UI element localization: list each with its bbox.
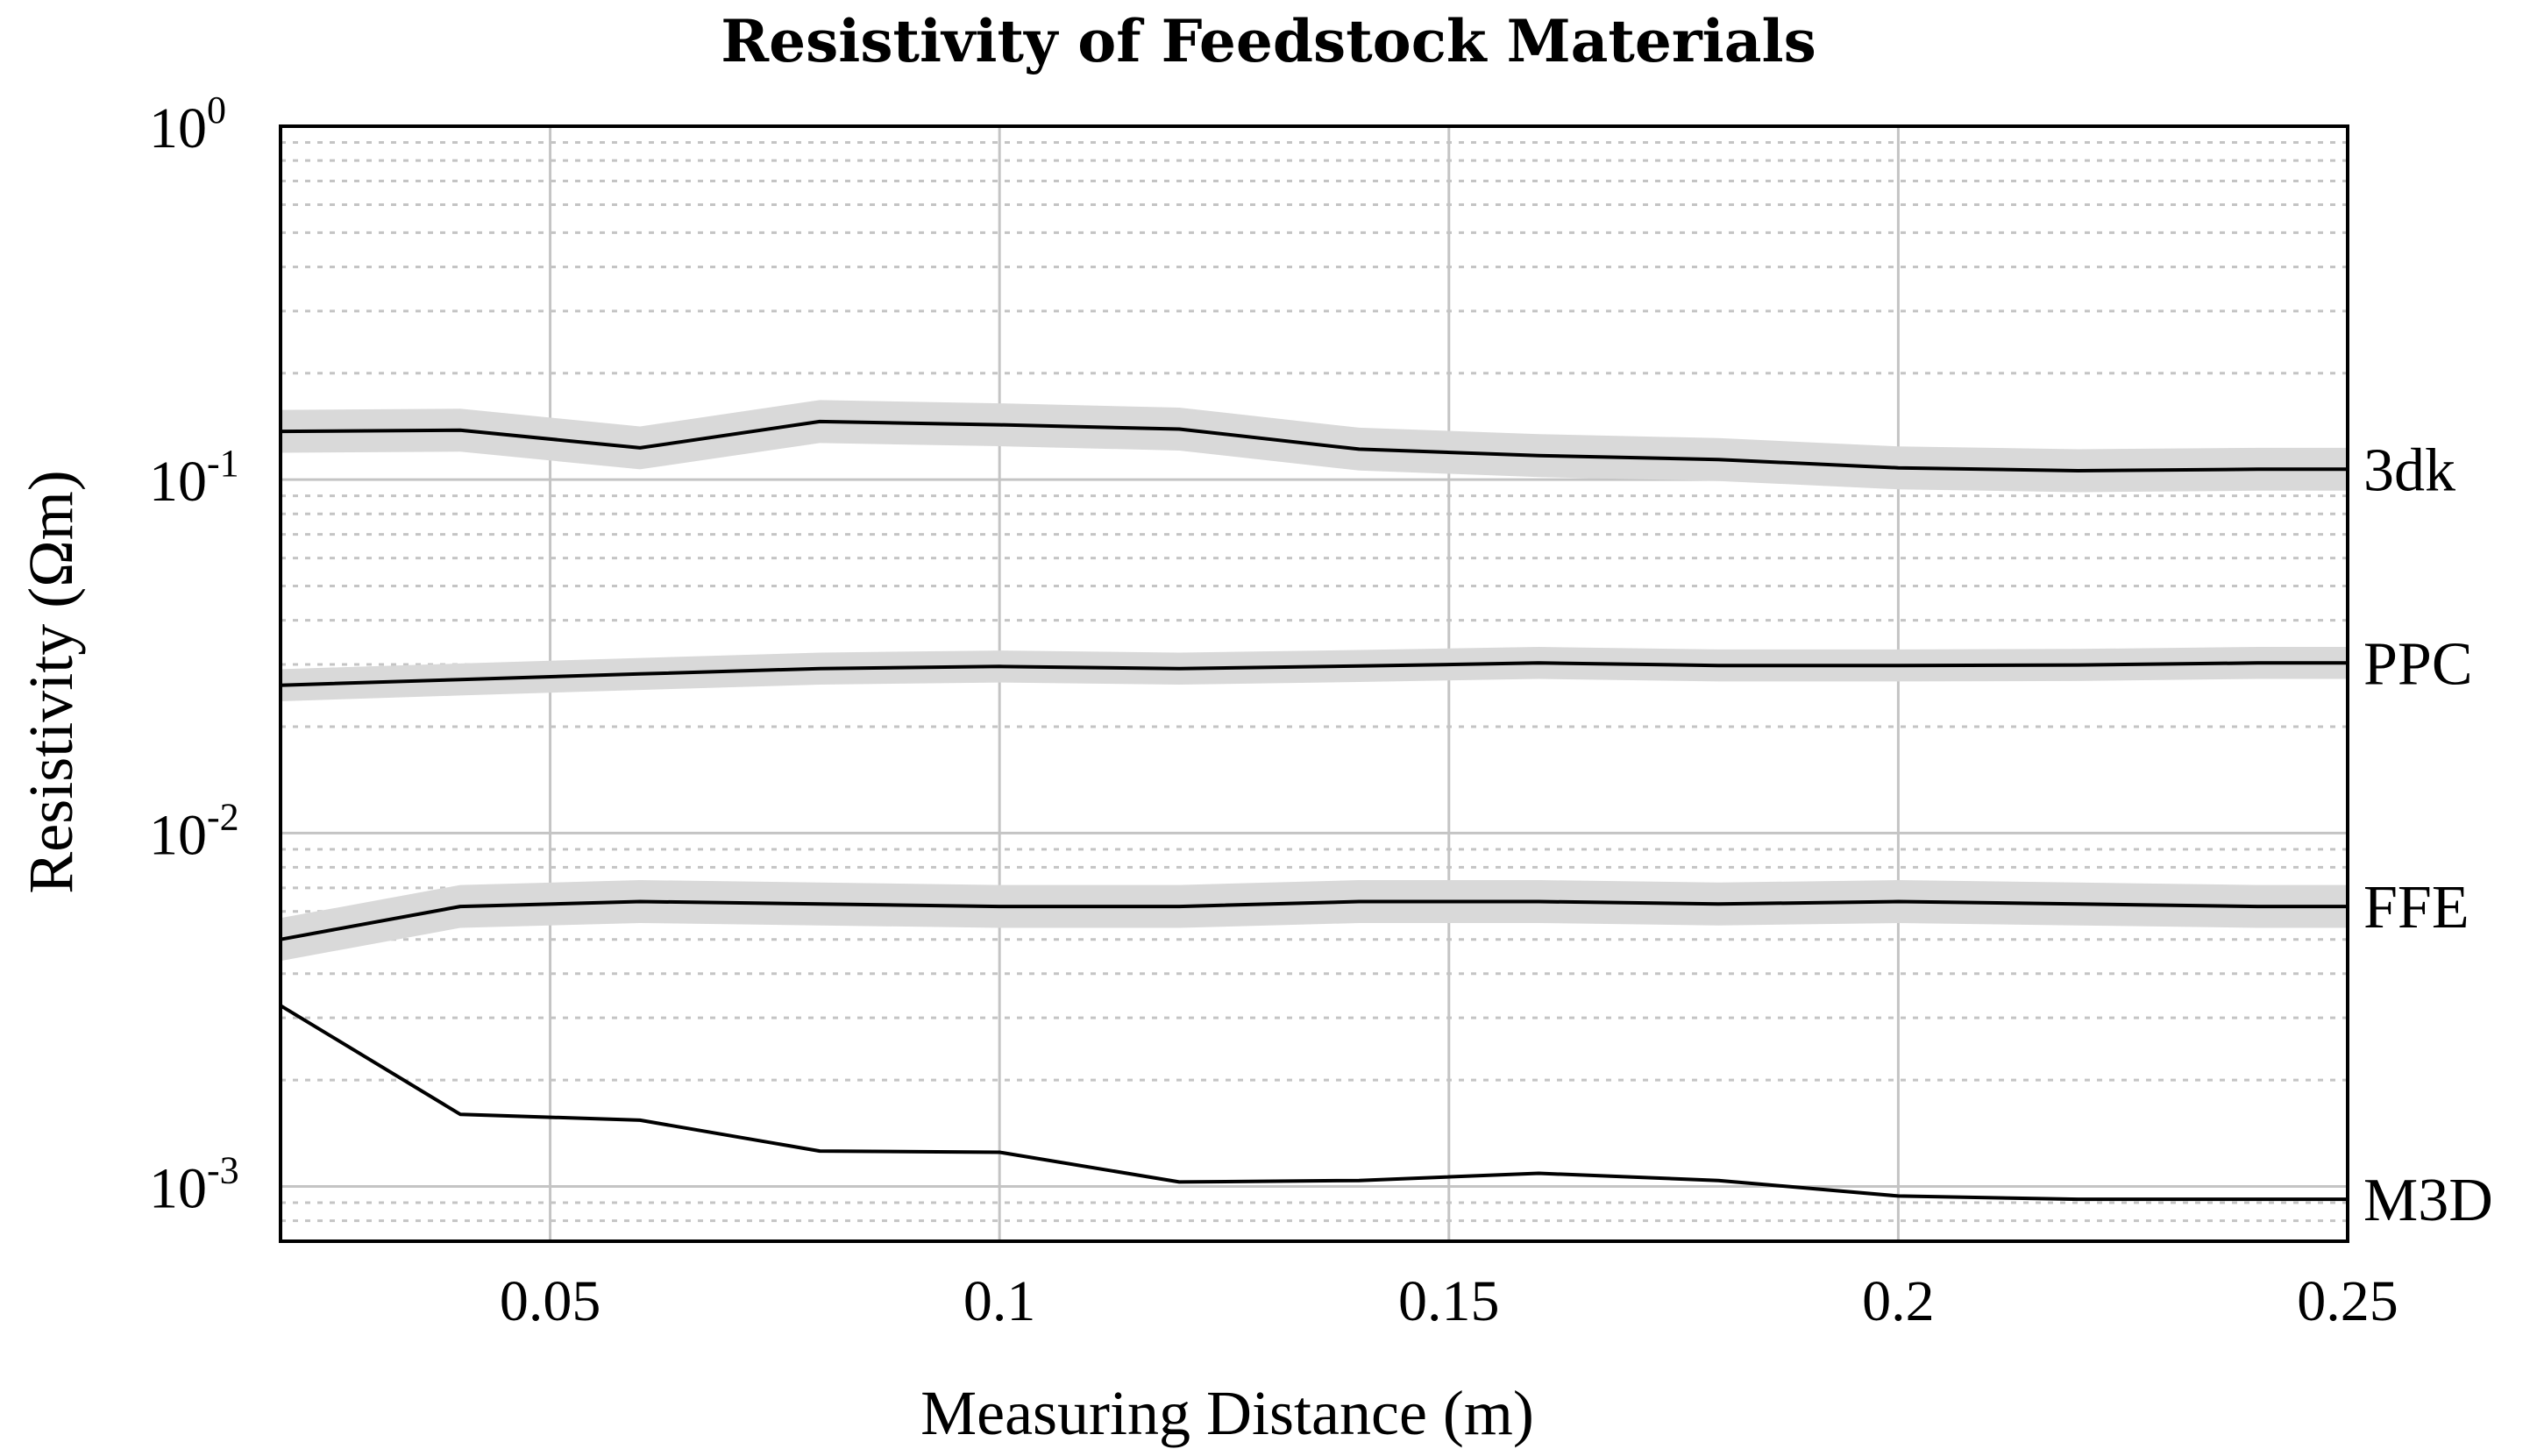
x-tick-label: 0.15: [1398, 1269, 1500, 1333]
series-labels: 3dk PPC FFE M3D: [2363, 437, 2493, 1234]
line-ffe: [280, 899, 2348, 941]
series-label-ppc: PPC: [2363, 630, 2473, 698]
line-m3d: [279, 1004, 2348, 1202]
error-bands: [281, 400, 2348, 962]
y-tick-label: 100: [149, 89, 226, 160]
chart-title: Resistivity of Feedstock Materials: [721, 7, 1816, 75]
series-lines: [279, 419, 2348, 1202]
line-ppc: [280, 661, 2348, 687]
y-tick-exponent: -2: [207, 795, 239, 838]
x-tick-label: 0.25: [2297, 1269, 2398, 1333]
y-tick-exponent: -1: [207, 442, 239, 485]
y-tick-label: 10-2: [149, 795, 239, 867]
line-3dk: [280, 419, 2348, 472]
plot-frame: [279, 124, 2349, 1243]
band-ppc: [281, 647, 2348, 701]
y-tick-label: 10-3: [149, 1149, 239, 1221]
y-axis-label: Resistivity (Ωm): [16, 470, 86, 894]
y-tick-label: 10-1: [149, 442, 239, 514]
x-tick-label: 0.05: [500, 1269, 601, 1333]
y-tick-exponent: 0: [207, 89, 226, 131]
y-tick-base: 10: [149, 96, 207, 160]
y-tick-base: 10: [149, 1157, 207, 1221]
x-tick-label: 0.1: [963, 1269, 1036, 1333]
x-tick-label: 0.2: [1862, 1269, 1935, 1333]
y-tick-exponent: -3: [207, 1149, 239, 1192]
y-tick-base: 10: [149, 803, 207, 867]
series-label-3dk: 3dk: [2363, 437, 2455, 504]
y-tick-base: 10: [149, 450, 207, 514]
x-tick-labels: 0.05 0.1 0.15 0.2 0.25: [500, 1269, 2398, 1333]
x-axis-label: Measuring Distance (m): [920, 1378, 1534, 1448]
minor-grid: [281, 140, 2348, 1243]
band-ffe: [281, 880, 2348, 962]
series-label-ffe: FFE: [2363, 874, 2469, 941]
series-label-m3d: M3D: [2363, 1167, 2493, 1234]
